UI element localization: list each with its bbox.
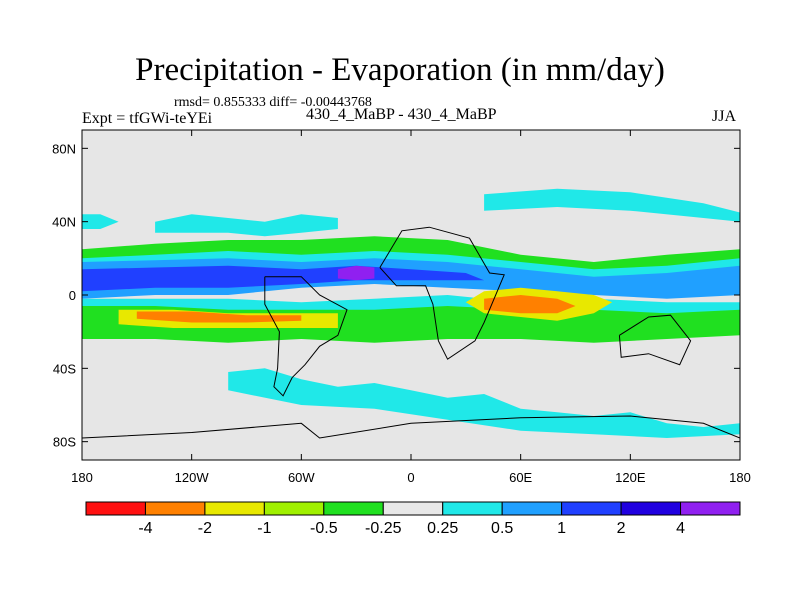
colorbar-label: 2	[617, 520, 626, 537]
y-tick-label: 80S	[53, 435, 76, 450]
coastline-antarctica	[82, 415, 740, 439]
y-tick-label: 80N	[52, 141, 76, 156]
colorbar-label: 0.25	[427, 520, 458, 537]
coastline-africa	[379, 226, 505, 360]
x-tick-label: 180	[71, 470, 93, 485]
region-cyan-11	[155, 214, 338, 237]
colorbar-swatch	[85, 501, 146, 516]
colorbar-swatch	[263, 501, 325, 516]
colorbar-swatch	[323, 501, 384, 516]
region-purple-4	[337, 265, 375, 281]
colorbar-label: 0.5	[491, 520, 513, 537]
colorbar: -4 -2 -1 -0.5 -0.25 0.25 0.5 1 2 4	[85, 501, 741, 537]
season-label: JJA	[712, 108, 737, 125]
colorbar-swatch	[144, 501, 206, 516]
colorbar-label: 4	[676, 520, 685, 537]
colorbar-label: -0.25	[365, 520, 402, 537]
colorbar-swatch	[204, 501, 265, 516]
y-tick-label: 40S	[53, 361, 76, 376]
x-tick-label: 0	[407, 470, 414, 485]
region-cyan-13	[82, 214, 119, 229]
chart-title: Precipitation - Evaporation (in mm/day)	[135, 52, 665, 88]
region-orange-8	[136, 311, 302, 323]
y-tick-label: 0	[69, 288, 76, 303]
colorbar-label: -2	[198, 520, 212, 537]
x-tick-label: 180	[729, 470, 751, 485]
x-tick-label: 60E	[509, 470, 532, 485]
rmsd-diff-text: rmsd= 0.855333 diff= -0.00443768	[174, 95, 372, 110]
colorbar-swatch	[382, 501, 444, 516]
x-tick-label: 120W	[175, 470, 210, 485]
colorbar-swatch	[442, 501, 503, 516]
region-cyan-14	[228, 368, 740, 438]
y-tick-label: 40N	[52, 215, 76, 230]
colorbar-label: -0.5	[310, 520, 338, 537]
colorbar-label: -1	[257, 520, 271, 537]
colorbar-swatch	[620, 501, 682, 516]
x-tick-label: 120E	[615, 470, 646, 485]
colorbar-swatch	[501, 501, 563, 516]
coastline-south-america	[264, 276, 348, 397]
comparison-label: 430_4_MaBP - 430_4_MaBP	[306, 106, 497, 123]
coastlines	[82, 226, 740, 439]
axis-ticks: 180 120W 60W 0 60E 120E 180 80N 40N 0 40S 80S	[52, 130, 751, 485]
region-orange-10	[484, 295, 576, 314]
colorbar-label: 1	[557, 520, 566, 537]
colorbar-swatch	[680, 501, 741, 516]
colorbar-label: -4	[138, 520, 152, 537]
coastline-australia	[618, 314, 692, 366]
colorbar-swatch	[561, 501, 622, 516]
region-cyan-12	[484, 188, 740, 222]
x-tick-label: 60W	[288, 470, 315, 485]
experiment-label: Expt = tfGWi-teYEi	[82, 110, 213, 127]
